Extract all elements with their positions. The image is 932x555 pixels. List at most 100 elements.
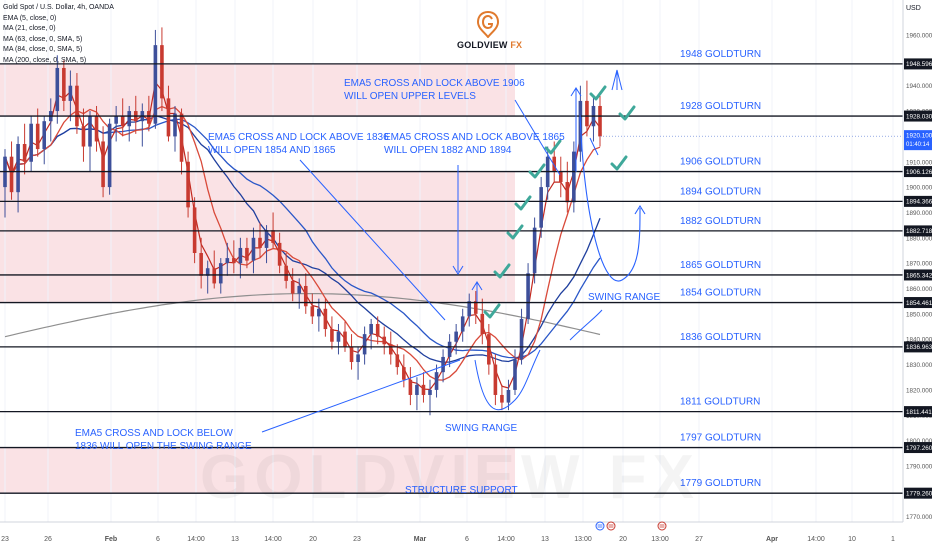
candle[interactable] xyxy=(330,316,334,350)
candle[interactable] xyxy=(356,346,360,380)
candle[interactable] xyxy=(402,354,406,388)
candle[interactable] xyxy=(251,227,256,274)
candle[interactable] xyxy=(81,108,86,162)
candle[interactable] xyxy=(88,111,92,172)
candle[interactable] xyxy=(598,95,602,147)
candle[interactable] xyxy=(62,60,66,112)
candle[interactable] xyxy=(16,136,20,213)
lightning-event-icon[interactable] xyxy=(595,521,605,531)
candle[interactable] xyxy=(565,161,570,213)
candle[interactable] xyxy=(310,293,315,324)
level-label-1836: 1836 GOLDTURN xyxy=(680,332,761,343)
price-label-box xyxy=(904,269,932,281)
candle-body xyxy=(428,389,432,395)
candle[interactable] xyxy=(349,334,354,370)
candle[interactable] xyxy=(205,260,210,294)
candle[interactable] xyxy=(127,105,132,142)
candle[interactable] xyxy=(558,156,563,198)
candle[interactable] xyxy=(434,364,439,398)
candle[interactable] xyxy=(375,316,380,345)
indicator-ema5[interactable]: EMA (5, close, 0) xyxy=(3,14,57,22)
candle-body xyxy=(369,323,373,335)
candle[interactable] xyxy=(22,123,27,175)
candle[interactable] xyxy=(225,242,230,276)
indicator-ma21[interactable]: MA (21, close, 0) xyxy=(3,25,56,32)
candle[interactable] xyxy=(218,258,223,294)
candle[interactable] xyxy=(408,367,413,406)
flag-event-icon[interactable] xyxy=(606,521,616,531)
candle[interactable] xyxy=(232,240,236,274)
candle[interactable] xyxy=(303,273,308,314)
candle[interactable] xyxy=(526,263,530,324)
candle[interactable] xyxy=(258,222,262,259)
candle[interactable] xyxy=(277,232,282,274)
candle[interactable] xyxy=(519,308,524,365)
candle[interactable] xyxy=(460,308,465,342)
candle-body xyxy=(558,171,563,183)
check-mark-icon xyxy=(493,263,511,279)
candle[interactable] xyxy=(415,377,419,411)
candle[interactable] xyxy=(153,29,158,129)
candle[interactable] xyxy=(107,118,112,195)
candle[interactable] xyxy=(192,197,197,264)
candle[interactable] xyxy=(284,253,288,289)
candle[interactable] xyxy=(160,27,164,112)
candle[interactable] xyxy=(29,116,33,172)
candle[interactable] xyxy=(388,331,393,365)
candle[interactable] xyxy=(297,278,302,309)
candle[interactable] xyxy=(591,95,596,142)
candle[interactable] xyxy=(487,323,491,375)
candle[interactable] xyxy=(9,141,14,200)
candle[interactable] xyxy=(323,298,328,337)
candle[interactable] xyxy=(500,384,504,411)
candle[interactable] xyxy=(120,98,125,137)
annotation-arrow-line xyxy=(589,137,599,156)
annotation-text: EMA5 CROSS AND LOCK ABOVE 1906 xyxy=(344,78,525,89)
candle[interactable] xyxy=(369,318,373,350)
candle[interactable] xyxy=(173,105,177,152)
candle[interactable] xyxy=(147,95,151,132)
candle[interactable] xyxy=(75,73,79,134)
candle[interactable] xyxy=(336,323,341,355)
candle[interactable] xyxy=(245,237,249,269)
candle[interactable] xyxy=(493,354,498,406)
brand-name: GOLDVIEW FX xyxy=(457,40,522,50)
candle[interactable] xyxy=(467,293,472,327)
candle[interactable] xyxy=(290,268,295,302)
candle[interactable] xyxy=(480,298,485,345)
candle[interactable] xyxy=(199,237,203,289)
candle[interactable] xyxy=(428,379,432,416)
candle[interactable] xyxy=(68,70,73,122)
candle[interactable] xyxy=(94,105,99,152)
candle[interactable] xyxy=(362,326,367,365)
candle[interactable] xyxy=(317,298,321,332)
candle[interactable] xyxy=(179,108,184,175)
candle[interactable] xyxy=(271,212,275,248)
candle[interactable] xyxy=(473,291,478,324)
candle[interactable] xyxy=(166,85,171,142)
candle[interactable] xyxy=(421,372,426,403)
candle[interactable] xyxy=(539,176,543,238)
candle[interactable] xyxy=(238,237,243,279)
candle[interactable] xyxy=(454,323,458,355)
candle[interactable] xyxy=(532,217,537,284)
candle-body xyxy=(127,111,132,127)
candle[interactable] xyxy=(447,334,452,368)
indicator-ma63[interactable]: MA (63, close, 0, SMA, 5) xyxy=(3,35,83,43)
candle[interactable] xyxy=(101,126,105,198)
candle[interactable] xyxy=(114,105,118,142)
candle[interactable] xyxy=(212,250,217,289)
candle[interactable] xyxy=(382,326,387,355)
candle[interactable] xyxy=(572,141,576,213)
flag-event-icon[interactable] xyxy=(657,521,667,531)
candle[interactable] xyxy=(513,349,517,395)
candle[interactable] xyxy=(42,116,47,165)
candle[interactable] xyxy=(585,80,589,137)
indicator-ma84[interactable]: MA (84, close, 0, SMA, 5) xyxy=(3,46,83,53)
candle[interactable] xyxy=(395,344,400,375)
candle[interactable] xyxy=(55,55,60,124)
indicator-ma200[interactable]: MA (200, close, 0, SMA, 5) xyxy=(3,56,87,64)
candle[interactable] xyxy=(186,151,190,218)
